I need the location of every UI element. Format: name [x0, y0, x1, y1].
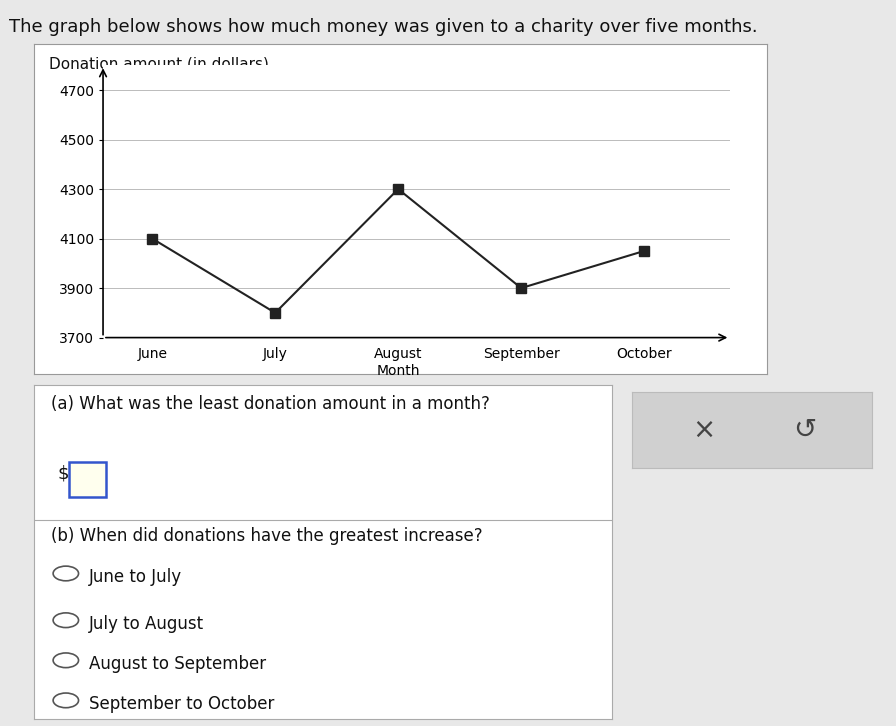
Text: July to August: July to August [89, 615, 204, 633]
Text: ↺: ↺ [793, 416, 816, 444]
Text: $: $ [57, 465, 69, 483]
Text: Donation amount (in dollars): Donation amount (in dollars) [48, 57, 269, 72]
Text: (b) When did donations have the greatest increase?: (b) When did donations have the greatest… [51, 527, 483, 544]
FancyBboxPatch shape [69, 462, 107, 497]
Text: (a) What was the least donation amount in a month?: (a) What was the least donation amount i… [51, 395, 490, 413]
Text: The graph below shows how much money was given to a charity over five months.: The graph below shows how much money was… [9, 18, 758, 36]
Text: June to July: June to July [89, 568, 182, 587]
Text: August to September: August to September [89, 656, 266, 673]
Text: September to October: September to October [89, 696, 274, 714]
Text: ×: × [692, 416, 715, 444]
